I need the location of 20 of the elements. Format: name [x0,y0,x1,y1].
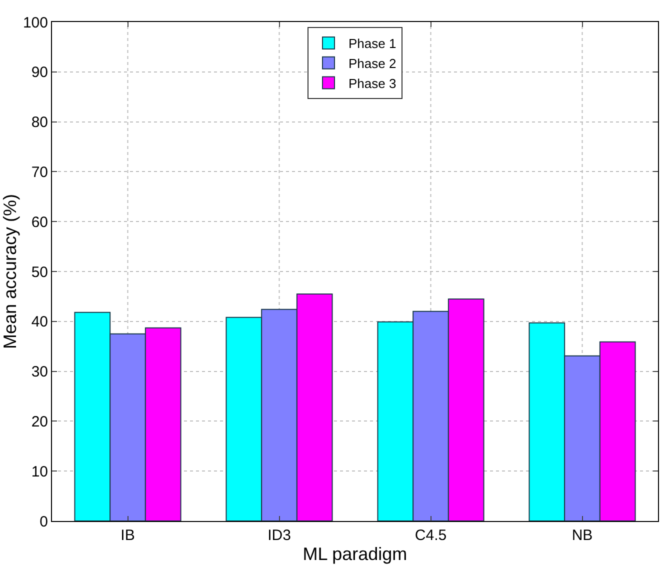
y-tick-label: 70 [31,164,48,181]
x-tick-label: ID3 [268,527,291,544]
y-tick-label: 10 [31,463,48,480]
y-tick-label: 30 [31,364,48,381]
x-tick-label: NB [572,527,593,544]
x-tick-label: C4.5 [414,527,447,544]
y-tick-label: 40 [31,314,48,331]
x-axis-title: ML paradigm [302,544,408,564]
legend-label: Phase 2 [348,56,396,71]
y-axis-title: Mean accuracy (%) [0,194,20,350]
x-tick-label: IB [120,527,135,544]
y-tick-label: 80 [31,114,48,132]
y-tick-label: 90 [31,64,48,82]
legend-label: Phase 3 [348,76,396,91]
y-tick-label: 60 [31,214,48,231]
legend-label: Phase 1 [348,36,396,52]
y-tick-label: 50 [31,264,48,281]
y-tick-label: 20 [31,413,48,430]
y-tick-label: 0 [40,513,48,530]
y-tick-label: 100 [22,14,48,32]
